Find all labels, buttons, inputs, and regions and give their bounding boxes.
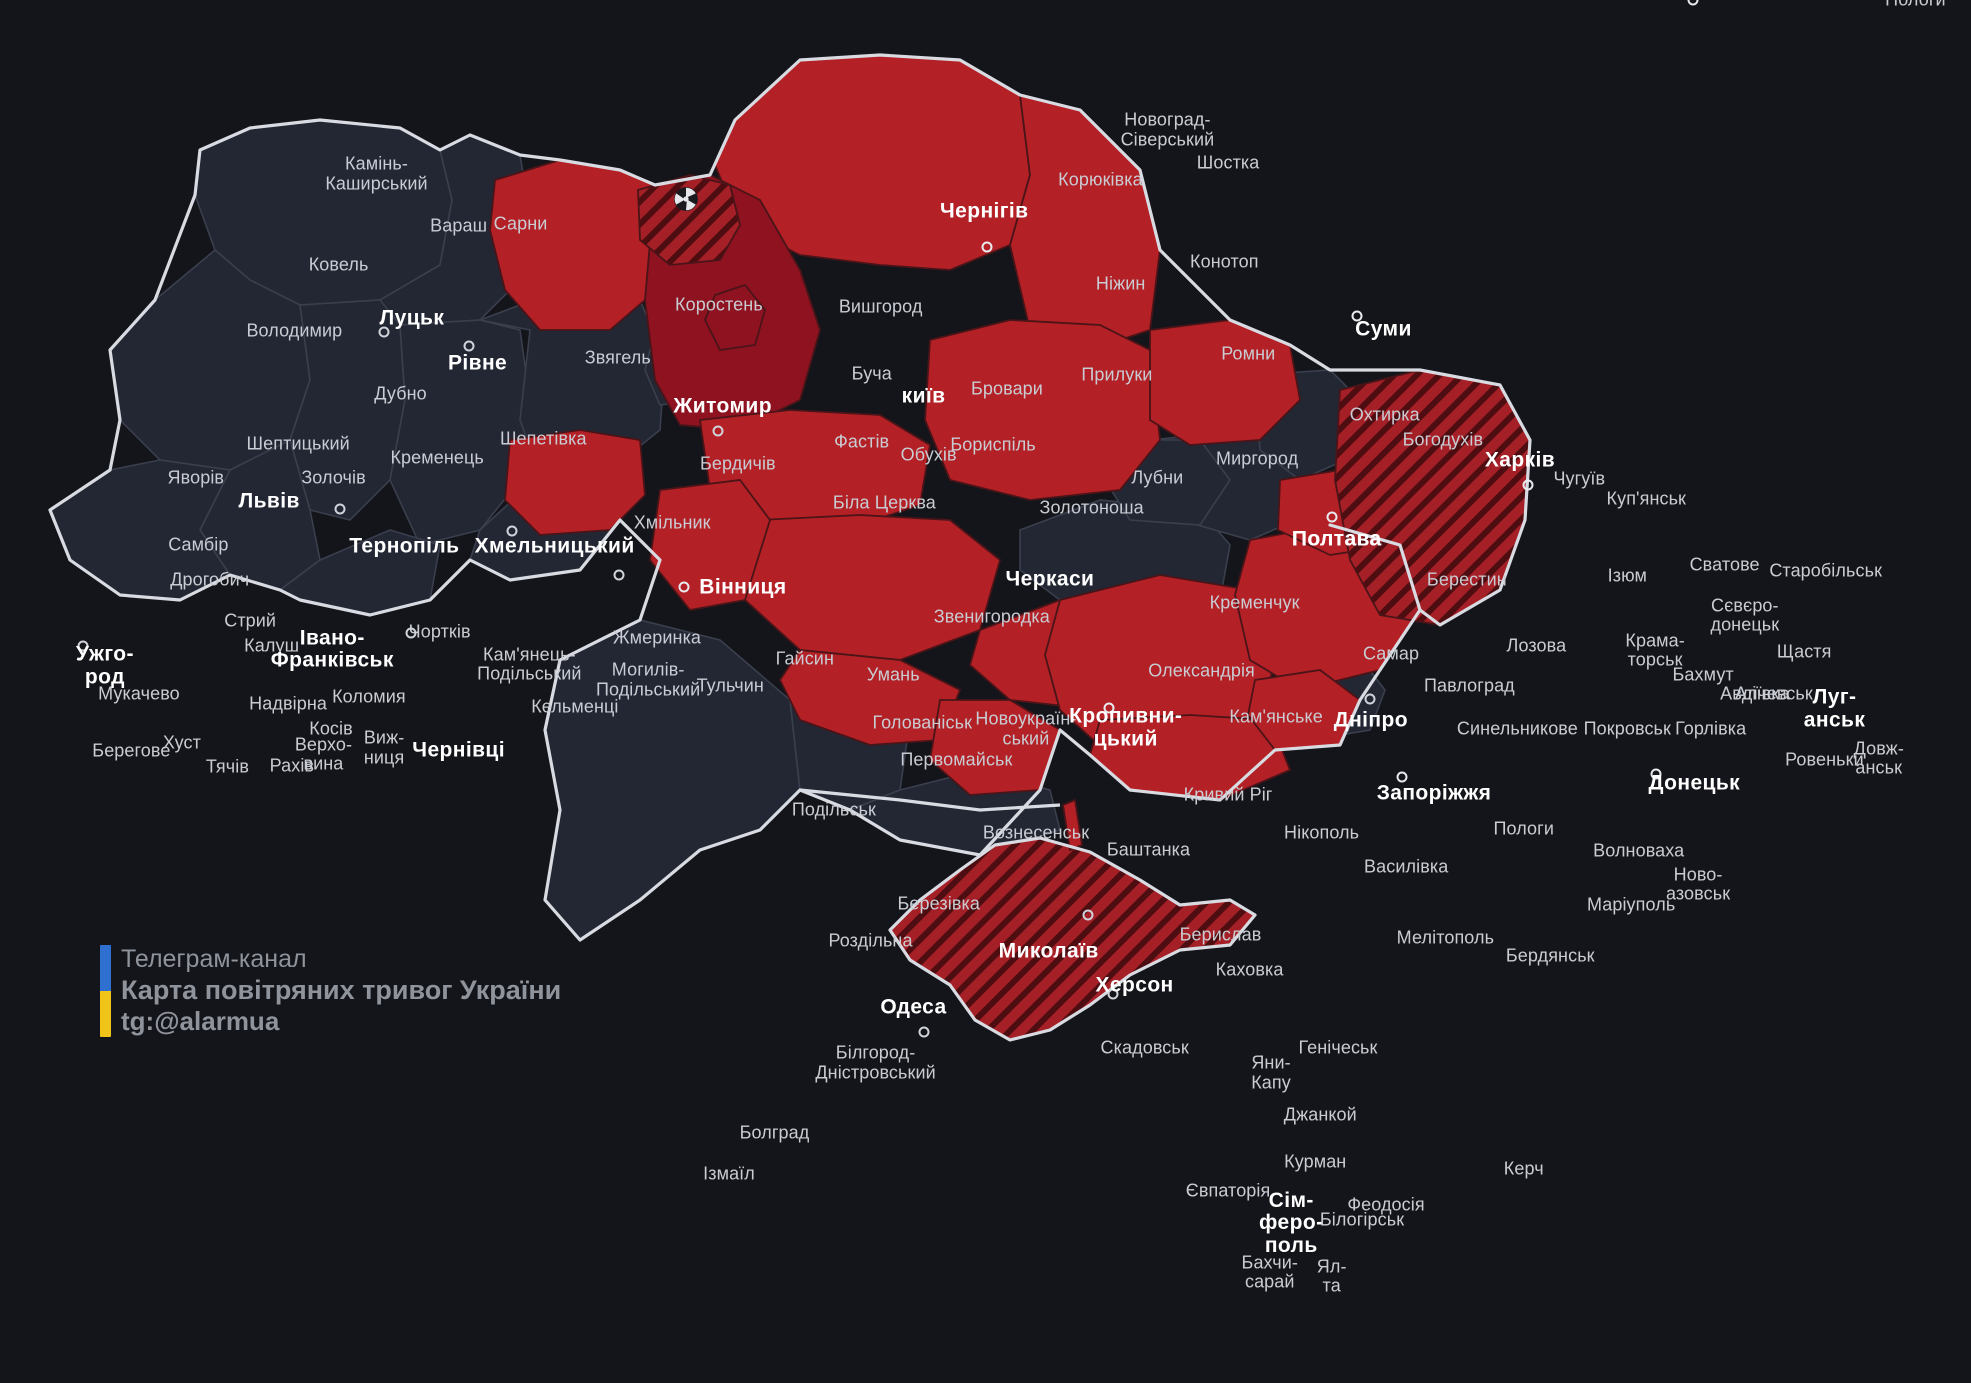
- region-crimea-occupied: [888, 837, 1257, 1041]
- capital-marker-dot: [506, 525, 518, 537]
- watermark-line-1: Телеграм-канал: [121, 945, 307, 973]
- capital-marker-dot: [1082, 909, 1094, 921]
- region-kirovohrad: [744, 514, 1002, 661]
- capital-marker-dot: [1650, 768, 1662, 780]
- capital-marker-dot: [1522, 479, 1534, 491]
- capital-marker-dot: [678, 581, 690, 593]
- ukraine-flag-bar-icon: [100, 945, 111, 1038]
- capital-marker-dot: [1103, 702, 1115, 714]
- capital-marker-dot: [463, 340, 475, 352]
- capital-marker-dot: [1396, 771, 1408, 783]
- watermark-line-2: Карта повітряних тривог України: [121, 974, 562, 1005]
- capital-marker-dot: [981, 241, 993, 252]
- region-khmelnytskyi: [389, 319, 531, 546]
- capital-marker-dot: [712, 425, 724, 437]
- region-arabat-spit: [1062, 798, 1083, 852]
- region-odesa: [544, 619, 801, 942]
- region-ternopil: [289, 299, 406, 521]
- region-kyiv-city: [704, 283, 766, 351]
- watermark-line-3: tg:@alarmua: [121, 1006, 280, 1037]
- region-poltava: [924, 319, 1161, 501]
- capital-marker-dot: [1326, 511, 1338, 523]
- capital-marker-dot: [613, 569, 625, 581]
- region-uman: [649, 479, 771, 611]
- region-sumy: [1009, 93, 1161, 351]
- regions-alarm-layer: [489, 54, 1531, 1041]
- channel-watermark: Телеграм-канал Карта повітряних тривог У…: [100, 945, 562, 1038]
- capital-marker-dot: [334, 503, 346, 515]
- capital-marker-dot: [1351, 310, 1363, 322]
- region-mykolaiv-north: [778, 649, 962, 746]
- capital-marker-dot: [405, 627, 417, 639]
- region-vinnytsia: [504, 429, 646, 536]
- radiation-hazard-icon: [674, 187, 698, 211]
- capital-marker-dot: [378, 326, 390, 338]
- capital-marker-dot: [1107, 988, 1119, 1000]
- capital-marker-dot: [918, 1026, 930, 1038]
- capital-marker-dot: [77, 640, 89, 652]
- capital-marker-dot: [1364, 693, 1376, 705]
- region-korosten: [489, 159, 656, 331]
- capital-marker-dot: [1687, 0, 1699, 6]
